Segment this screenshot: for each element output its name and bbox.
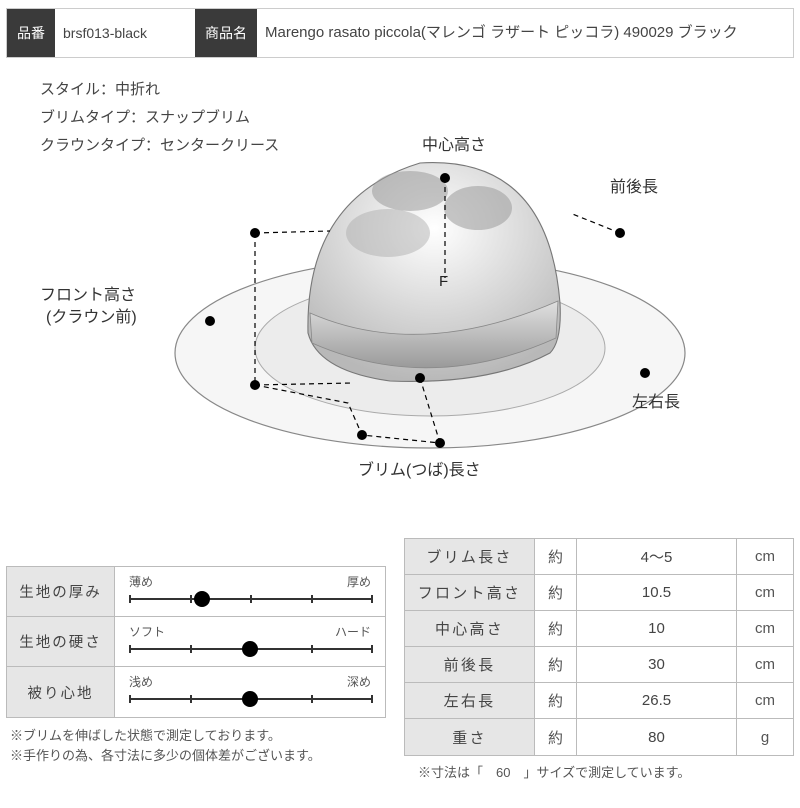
dim-approx: 約 xyxy=(535,719,577,755)
slider-dot xyxy=(194,591,210,607)
dim-name: 中心高さ xyxy=(405,611,535,646)
slider-track: 薄め 厚め xyxy=(115,567,385,616)
dim-value: 26.5 xyxy=(577,683,737,718)
slider-name: 被り心地 xyxy=(7,667,115,717)
dim-name: ブリム長さ xyxy=(405,539,535,574)
label-front-height-1: フロント高さ xyxy=(40,281,136,305)
slider-left-label: 薄め xyxy=(129,573,153,590)
slider-row: 生地の厚み薄め 厚め xyxy=(7,567,385,617)
product-header: 品番 brsf013-black 商品名 Marengo rasato picc… xyxy=(6,8,794,58)
dim-value: 30 xyxy=(577,647,737,682)
sku-value: brsf013-black xyxy=(55,9,195,57)
slider-name: 生地の厚み xyxy=(7,567,115,616)
dim-approx: 約 xyxy=(535,611,577,646)
dim-approx: 約 xyxy=(535,575,577,610)
slider-track: ソフト ハード xyxy=(115,617,385,666)
dim-unit: cm xyxy=(737,683,793,718)
dim-unit: g xyxy=(737,719,793,755)
dim-name: 左右長 xyxy=(405,683,535,718)
dimension-row: 左右長約26.5cm xyxy=(405,683,793,719)
slider-name: 生地の硬さ xyxy=(7,617,115,666)
slider-right-label: 深め xyxy=(347,673,371,690)
slider-right-label: ハード xyxy=(335,623,371,640)
label-center-height: 中心高さ xyxy=(422,131,486,155)
dimension-row: 前後長約30cm xyxy=(405,647,793,683)
dim-value: 4～5 xyxy=(577,539,737,574)
slider-dot xyxy=(242,691,258,707)
sku-label: 品番 xyxy=(7,9,55,57)
svg-text:F: F xyxy=(439,273,448,290)
slider-row: 生地の硬さソフト ハード xyxy=(7,617,385,667)
slider-left-label: 浅め xyxy=(129,673,153,690)
note-left-2: ※手作りの為、各寸法に多少の個体差がございます。 xyxy=(10,746,321,766)
slider-track: 浅め 深め xyxy=(115,667,385,717)
dim-approx: 約 xyxy=(535,647,577,682)
dim-name: フロント高さ xyxy=(405,575,535,610)
note-right: ※寸法は「 60 」サイズで測定しています。 xyxy=(418,762,690,781)
dimension-row: ブリム長さ約4～5cm xyxy=(405,539,793,575)
label-brim-length: ブリム(つば)長さ xyxy=(358,456,481,480)
dim-unit: cm xyxy=(737,575,793,610)
dim-unit: cm xyxy=(737,647,793,682)
name-label: 商品名 xyxy=(195,9,257,57)
slider-row: 被り心地浅め 深め xyxy=(7,667,385,717)
dimensions-table: ブリム長さ約4～5cmフロント高さ約10.5cm中心高さ約10cm前後長約30c… xyxy=(404,538,794,756)
notes-left: ※ブリムを伸ばした状態で測定しております。 ※手作りの為、各寸法に多少の個体差が… xyxy=(10,726,321,766)
dimension-row: 中心高さ約10cm xyxy=(405,611,793,647)
dim-name: 前後長 xyxy=(405,647,535,682)
dim-value: 10 xyxy=(577,611,737,646)
dimension-row: フロント高さ約10.5cm xyxy=(405,575,793,611)
dim-approx: 約 xyxy=(535,539,577,574)
hat-svg: F xyxy=(90,103,730,503)
spec-style: スタイル：中折れ xyxy=(40,76,800,104)
dimension-row: 重さ約80g xyxy=(405,719,793,755)
label-front-back: 前後長 xyxy=(610,173,658,197)
dim-name: 重さ xyxy=(405,719,535,755)
slider-right-label: 厚め xyxy=(347,573,371,590)
hat-diagram: F 中心高さ 前後長 フロント高さ (クラウン前) 左右長 ブリム(つば)長さ xyxy=(90,103,730,503)
label-left-right: 左右長 xyxy=(632,388,680,412)
dim-approx: 約 xyxy=(535,683,577,718)
slider-left-label: ソフト xyxy=(129,623,165,640)
note-left-1: ※ブリムを伸ばした状態で測定しております。 xyxy=(10,726,321,746)
attribute-sliders: 生地の厚み薄め 厚め生地の硬さソフト ハード被り心地浅め 深め xyxy=(6,566,386,718)
label-front-height-2: (クラウン前) xyxy=(46,303,137,327)
dim-value: 10.5 xyxy=(577,575,737,610)
slider-dot xyxy=(242,641,258,657)
dim-unit: cm xyxy=(737,611,793,646)
dim-unit: cm xyxy=(737,539,793,574)
dim-value: 80 xyxy=(577,719,737,755)
name-value: Marengo rasato piccola(マレンゴ ラザート ピッコラ) 4… xyxy=(257,9,793,57)
